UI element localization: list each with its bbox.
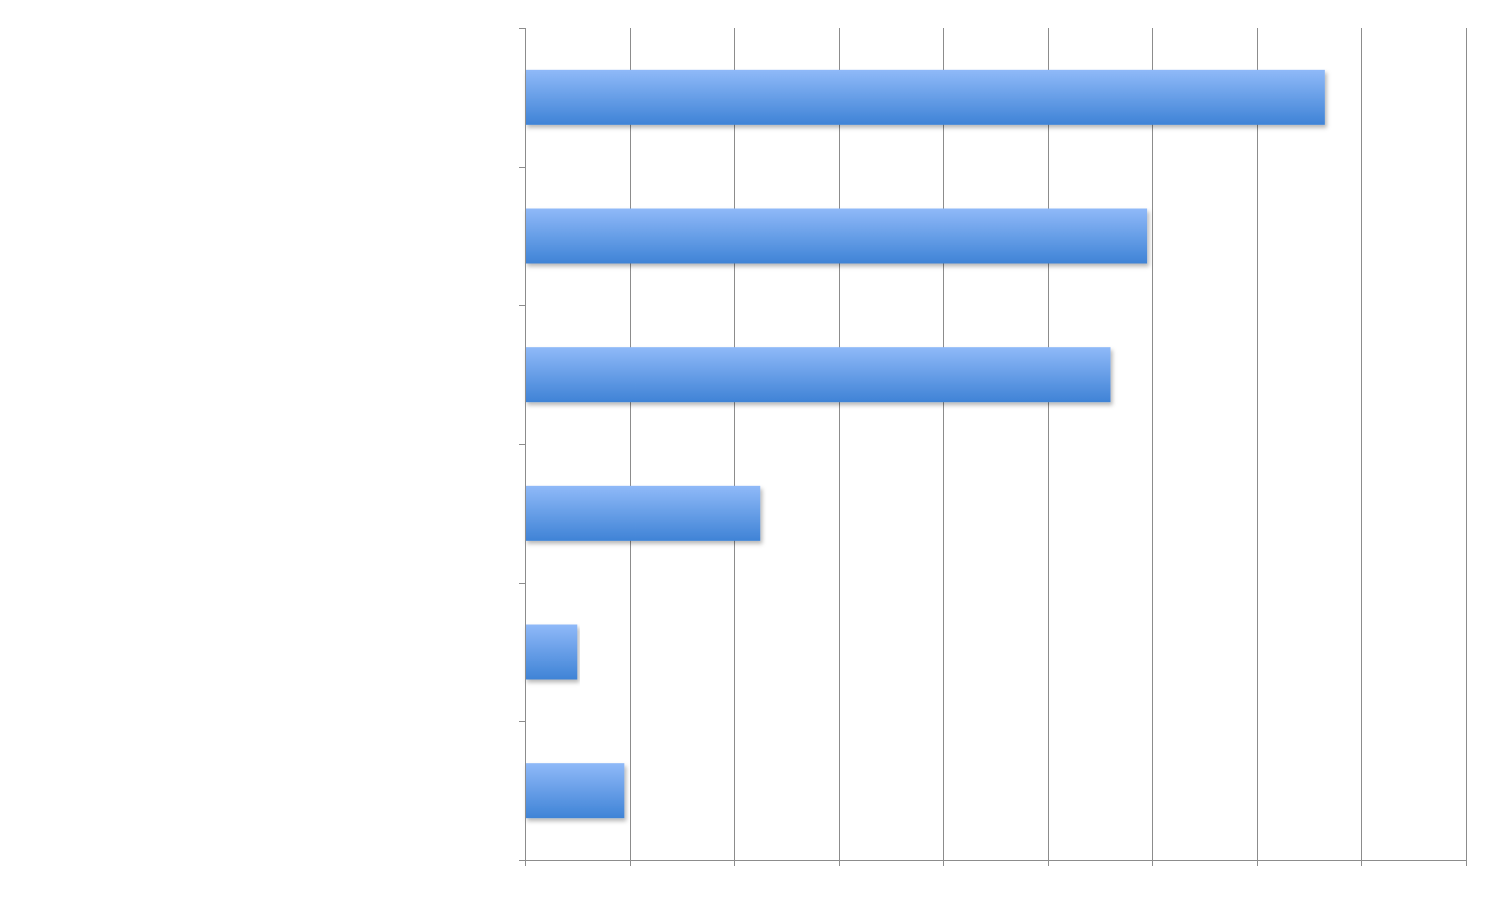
- axes: [519, 28, 1467, 866]
- gridlines: [630, 28, 1467, 860]
- bar: [525, 347, 1111, 403]
- bar: [525, 208, 1148, 264]
- bar: [525, 624, 578, 680]
- bar: [525, 763, 625, 819]
- bar: [525, 485, 761, 541]
- bar: [525, 69, 1325, 125]
- bars: [525, 69, 1325, 819]
